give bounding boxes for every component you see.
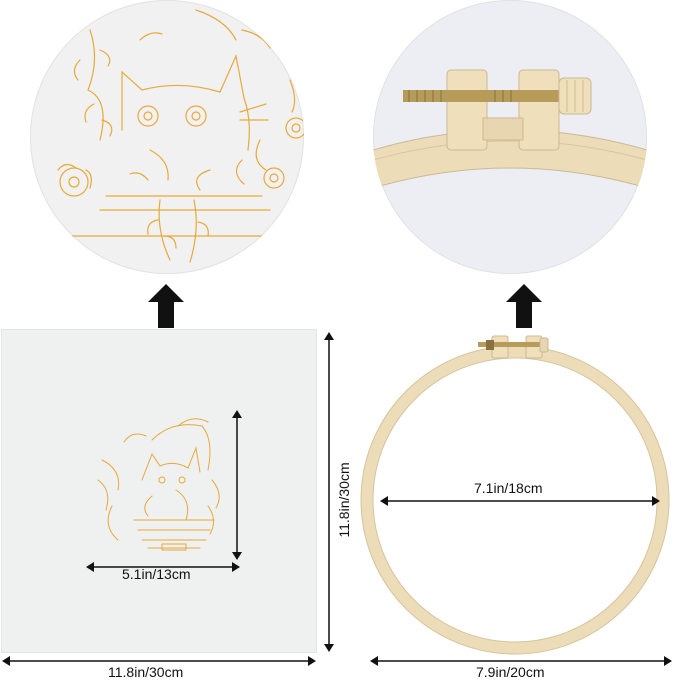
hoop-inner-diameter-label: 7.1in/18cm: [474, 480, 543, 496]
embroidery-fabric-sheet: [2, 330, 316, 652]
fabric-height-label: 11.8in/30cm: [336, 462, 352, 538]
fabric-width-label: 11.8in/30cm: [108, 664, 184, 680]
hoop-screw-closeup-circle: [373, 0, 647, 274]
hoop-outer-diameter-arrow: [370, 656, 672, 666]
hoop-outer-diameter-label: 7.9in/20cm: [476, 664, 545, 680]
hoop-inner-diameter-arrow: [380, 496, 660, 506]
hoop-clamp-closeup-image: [373, 69, 647, 189]
fabric-height-arrow: [324, 332, 334, 652]
pattern-height-arrow: [232, 410, 242, 560]
arrow-up-icon: [148, 284, 184, 328]
fabric-pattern-image: [97, 418, 220, 551]
pattern-closeup-circle: [30, 0, 304, 274]
fabric-width-arrow: [2, 656, 316, 666]
embroidery-hoop-image: [360, 335, 670, 655]
pattern-width-label: 5.1in/13cm: [122, 566, 191, 582]
cat-pattern-closeup-image: [57, 9, 304, 263]
arrow-up-icon: [506, 284, 542, 328]
pattern-width-arrow: [86, 562, 240, 572]
